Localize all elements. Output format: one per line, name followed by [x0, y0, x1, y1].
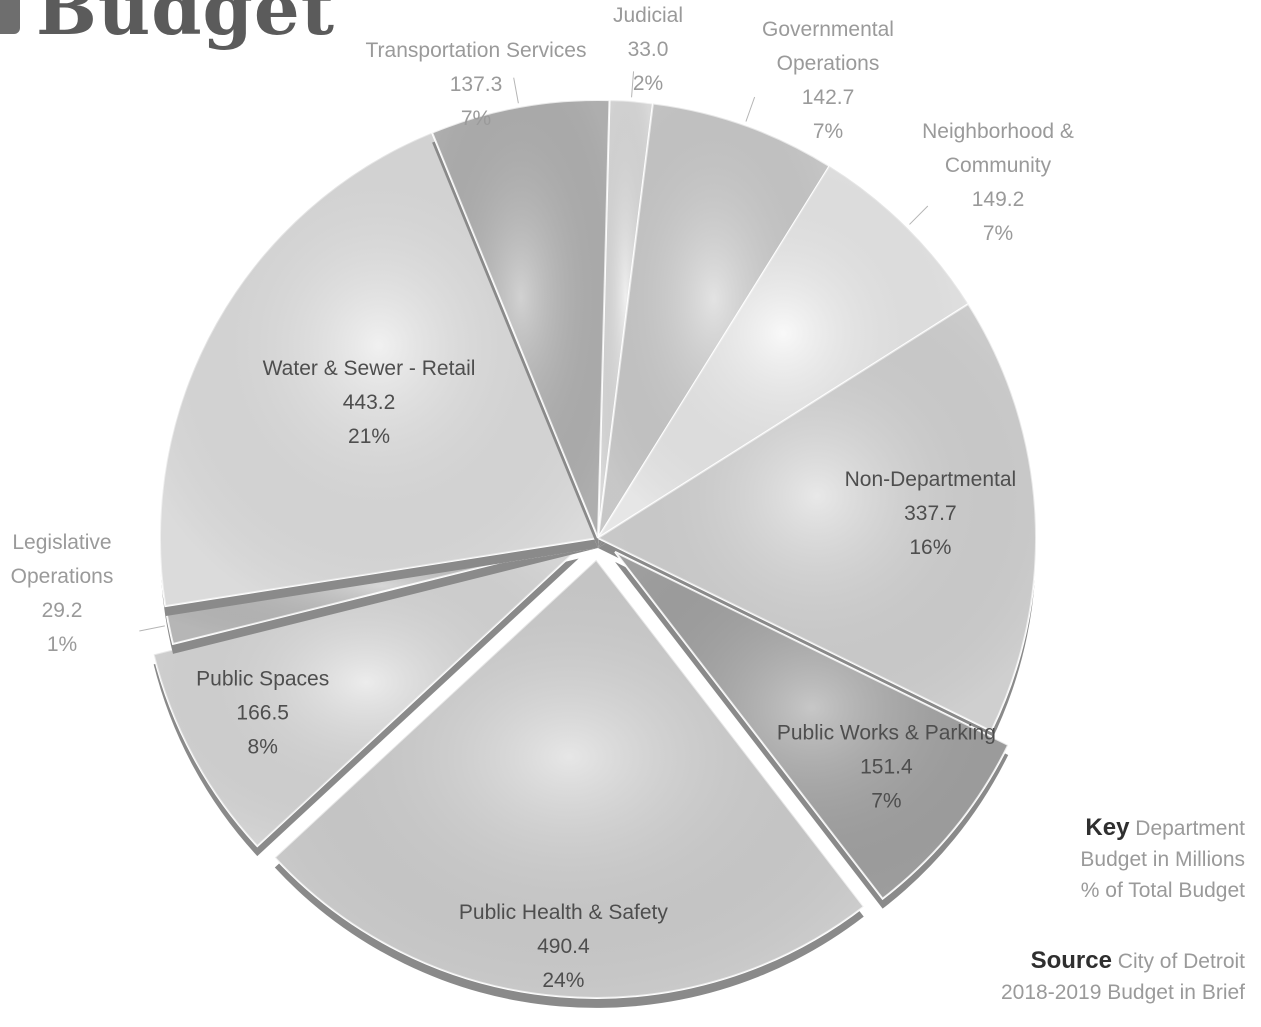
slice-percent: 1%	[47, 633, 77, 656]
slice-name: Public Health & Safety	[459, 901, 668, 924]
chart-key: Key Department Budget in Millions % of T…	[1080, 812, 1245, 906]
source-doc: 2018-2019 Budget in Brief	[1000, 981, 1245, 1004]
title-marker	[0, 0, 20, 34]
source-org: City of Detroit	[1117, 950, 1245, 973]
slice-label-legislative-operations: Legislative Operations 29.2 1%	[11, 531, 114, 656]
slice-label-public-spaces: Public Spaces 166.5 8%	[196, 667, 329, 758]
key-budget: Budget in Millions	[1080, 848, 1245, 871]
pie-slice-shade-water-and-sewer-retail	[160, 132, 598, 607]
page-title: Budget	[36, 0, 335, 51]
pie-slice-shade-non-departmental	[598, 304, 1036, 732]
slice-label-transportation-services: Transportation Services 137.3 7%	[366, 39, 587, 130]
slice-label-water-and-sewer-retail: Water & Sewer - Retail 443.2 21%	[263, 357, 476, 448]
slice-label-public-health-and-safety: Public Health & Safety 490.4 24%	[459, 901, 668, 992]
slice-percent: 16%	[909, 536, 951, 559]
slice-percent: 2%	[633, 72, 663, 95]
slice-name: Legislative	[12, 531, 111, 554]
slice-percent: 7%	[813, 120, 843, 143]
slice-name: Governmental	[762, 18, 894, 41]
slice-name: Judicial	[613, 4, 683, 27]
slice-name: Operations	[11, 565, 114, 588]
slice-value: 337.7	[904, 502, 957, 525]
slice-percent: 7%	[461, 107, 491, 130]
key-heading: Key	[1085, 814, 1130, 841]
slice-value: 137.3	[450, 73, 503, 96]
pie-slice-shade-public-spaces	[153, 548, 579, 847]
slice-label-neighborhood-and-community: Neighborhood & Community 149.2 7%	[922, 120, 1074, 245]
pie-slice-shade-public-health-and-safety	[274, 559, 864, 998]
pie-slice-depth-legislative-operations	[165, 548, 598, 654]
key-percent: % of Total Budget	[1080, 879, 1245, 902]
slice-value: 166.5	[236, 701, 289, 724]
slice-value: 33.0	[628, 38, 669, 61]
source-heading: Source	[1030, 947, 1112, 974]
leader-line-neighborhood-and-community	[909, 205, 929, 225]
slice-name: Public Spaces	[196, 667, 329, 690]
leader-line-transportation-services	[513, 77, 519, 104]
slice-name: Water & Sewer - Retail	[263, 357, 476, 380]
slice-percent: 21%	[348, 425, 390, 448]
pie-slice-shade-governmental-operations	[598, 103, 830, 538]
slice-value: 490.4	[537, 935, 590, 958]
slice-label-non-departmental: Non-Departmental 337.7 16%	[845, 468, 1017, 559]
pie-slice-shade-transportation-services	[432, 99, 610, 538]
slice-value: 443.2	[343, 391, 396, 414]
pie-labels: Judicial 33.0 2% Governmental Operations 142.…	[11, 4, 1074, 992]
pie-slices	[152, 99, 1037, 1008]
slice-name: Transportation Services	[366, 39, 587, 62]
key-department: Department	[1135, 817, 1245, 840]
slice-name: Operations	[777, 52, 880, 75]
slice-name: Community	[945, 154, 1052, 177]
slice-name: Non-Departmental	[845, 468, 1017, 491]
slice-value: 149.2	[972, 188, 1025, 211]
slice-percent: 8%	[248, 735, 278, 758]
slice-name: Public Works & Parking	[777, 722, 996, 745]
slice-name: Neighborhood &	[922, 120, 1074, 143]
slice-label-governmental-operations: Governmental Operations 142.7 7%	[762, 18, 894, 143]
slice-percent: 7%	[871, 790, 901, 813]
leader-line-judicial	[631, 71, 635, 98]
slice-value: 151.4	[860, 756, 913, 779]
slice-label-judicial: Judicial 33.0 2%	[613, 4, 683, 95]
leader-line-legislative-operations	[139, 625, 165, 632]
pie-slice-shade-neighborhood-and-community	[598, 166, 969, 539]
slice-value: 142.7	[802, 86, 855, 109]
chart-source: Source City of Detroit 2018-2019 Budget …	[1001, 945, 1245, 1008]
slice-percent: 7%	[983, 222, 1013, 245]
slice-percent: 24%	[542, 969, 584, 992]
slice-value: 29.2	[42, 599, 83, 622]
leader-line-governmental-operations	[745, 96, 756, 122]
pie-slice-shade-public-works-and-parking	[615, 551, 1009, 899]
slice-label-public-works-and-parking: Public Works & Parking 151.4 7%	[777, 722, 996, 813]
